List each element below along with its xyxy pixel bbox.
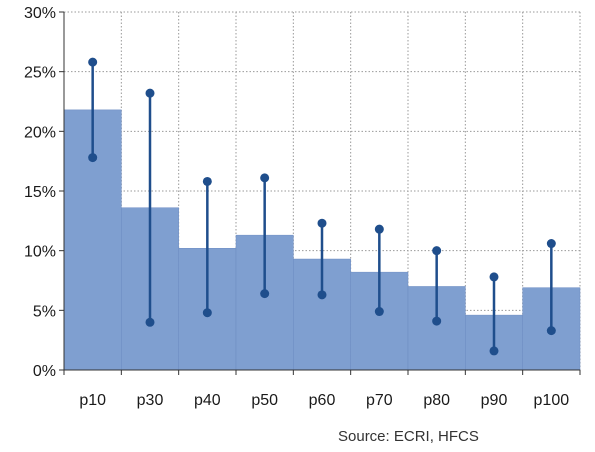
x-tick-label: p50	[251, 392, 278, 409]
x-tick-label: p80	[423, 392, 450, 409]
range-low-point	[317, 290, 327, 300]
range-high-point	[432, 246, 442, 256]
grid-layer	[64, 11, 581, 370]
y-tick-label: 15%	[24, 184, 56, 201]
range-high-point	[202, 176, 212, 186]
range-low-point	[145, 317, 155, 327]
y-tick-label: 30%	[24, 5, 56, 22]
x-tick-label: p40	[194, 392, 221, 409]
y-tick-label: 20%	[24, 124, 56, 141]
range-high-point	[145, 88, 155, 98]
range-high-point	[88, 57, 98, 67]
range-high-point	[374, 224, 384, 234]
range-low-point	[489, 346, 499, 356]
x-tick-label: p70	[366, 392, 393, 409]
range-high-point	[260, 173, 270, 183]
range-layer	[88, 57, 556, 356]
range-low-point	[374, 307, 384, 317]
y-tick-label: 5%	[33, 303, 56, 320]
range-low-point	[202, 308, 212, 318]
range-low-point	[260, 289, 270, 299]
range-high-point	[546, 239, 556, 249]
range-low-point	[546, 326, 556, 336]
range-high-point	[317, 218, 327, 228]
x-tick-label: p90	[481, 392, 508, 409]
x-tick-label: p10	[79, 392, 106, 409]
x-tick-label: p30	[137, 392, 164, 409]
y-tick-label: 10%	[24, 244, 56, 261]
label-layer: 0% 5% 10% 15% 20% 25% 30% p10 p30 p40 p50 p60 p70 p80…	[24, 5, 569, 409]
x-tick-label: p60	[309, 392, 336, 409]
range-low-point	[432, 316, 442, 326]
y-tick-label: 0%	[33, 363, 56, 380]
range-high-point	[489, 272, 499, 282]
range-low-point	[88, 153, 98, 163]
axis-layer	[59, 11, 581, 375]
x-tick-label: p100	[534, 392, 570, 409]
source-note: Source: ECRI, HFCS	[338, 428, 479, 445]
y-tick-label: 25%	[24, 65, 56, 82]
